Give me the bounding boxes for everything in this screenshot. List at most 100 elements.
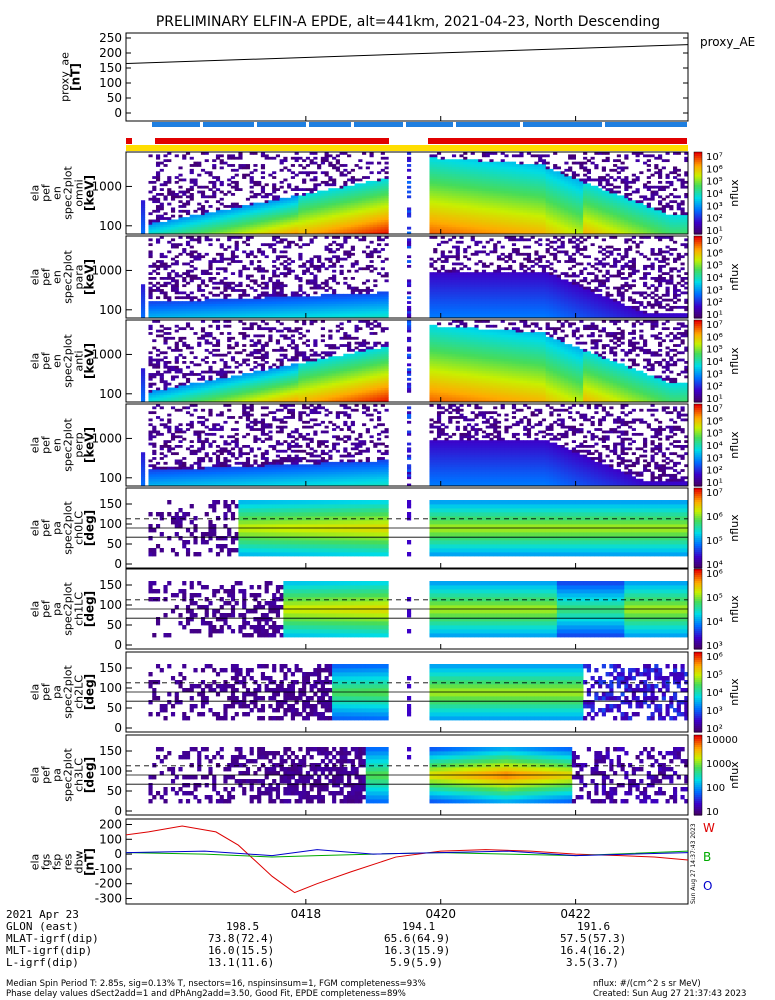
spectrogram-cell [466, 195, 472, 199]
spectrogram-cell [463, 221, 468, 225]
spectrogram-cell [279, 238, 284, 242]
spectrogram-cell [170, 308, 176, 312]
spectrogram-cell [335, 226, 340, 230]
spectrogram-cell [496, 185, 502, 189]
spectrogram-cell [335, 202, 340, 206]
spectrogram-cell [455, 301, 460, 304]
spectrogram-cell [290, 214, 295, 218]
spectrogram-cell [571, 229, 576, 232]
spectrogram-cell [335, 293, 340, 297]
spectrogram-cell [313, 303, 318, 307]
spectrogram-cell [523, 315, 528, 319]
spectrogram-cell [309, 229, 314, 232]
spectrogram-cell [429, 231, 434, 235]
spectrogram-cell [223, 310, 228, 314]
spectrogram-cell [197, 289, 202, 292]
spectrogram-cell [440, 277, 445, 280]
spectrogram-cell [474, 315, 479, 319]
spectrogram-cell [275, 212, 281, 216]
spectrogram-cell [451, 284, 457, 288]
spectrogram-cell [658, 180, 663, 184]
spectrogram-cell [500, 200, 505, 204]
spectrogram-cell [534, 200, 539, 204]
spectrogram-cell [294, 243, 299, 247]
spectrogram-cell [684, 185, 689, 189]
spectrogram-cell [508, 193, 513, 196]
spectrogram-cell [208, 260, 213, 263]
ylabel-line: [keV] [83, 175, 97, 211]
spectrogram-cell [215, 313, 221, 316]
spectrogram-cell [646, 202, 651, 206]
spectrogram-cell [309, 313, 314, 316]
spectrogram-cell [579, 185, 584, 189]
spectrogram-cell [549, 224, 554, 228]
spectrogram-cell [208, 313, 213, 316]
spectrogram-cell [257, 315, 262, 319]
spectrogram-cell [245, 305, 251, 309]
spectrogram-cell [549, 205, 554, 208]
spectrogram-cell [448, 205, 453, 208]
spectrogram-cell [185, 274, 191, 278]
spectrogram-cell [313, 308, 318, 312]
spectrogram-cell [519, 313, 524, 316]
spectrogram-cell [466, 193, 472, 196]
spectrogram-cell [478, 291, 483, 295]
spectrogram-cell [204, 296, 209, 300]
spectrogram-cell [212, 229, 217, 232]
spectrogram-cell [155, 301, 161, 304]
spectrogram-cell [245, 173, 251, 177]
spectrogram-cell [377, 310, 382, 314]
spectrogram-cell [290, 224, 295, 228]
colorbar-cell [694, 221, 702, 225]
spectrogram-cell [466, 281, 472, 285]
spectrogram-cell [358, 296, 363, 300]
spectrogram-cell [556, 209, 562, 213]
spectrogram-cell [523, 301, 528, 304]
colorbar-cell [694, 186, 702, 190]
blue-bar-segment [456, 122, 520, 127]
spectrogram-cell [174, 303, 179, 307]
spectrogram-cell [478, 217, 483, 220]
spectrogram-cell [185, 236, 191, 239]
spectrogram-cell [429, 277, 434, 280]
spectrogram-cell [568, 202, 573, 206]
spectrogram-cell [369, 197, 374, 201]
spectrogram-cell [320, 180, 325, 184]
spectrogram-cell [242, 305, 247, 309]
spectrogram-cell [511, 308, 517, 312]
spectrogram-cell [556, 195, 562, 199]
spectrogram-cell [451, 154, 457, 158]
spectrogram-cell [658, 173, 663, 177]
spectrogram-cell [616, 176, 621, 179]
spectrogram-cell [481, 279, 487, 283]
spectrogram-cell [167, 188, 172, 191]
spectrogram-cell [275, 305, 281, 309]
colorbar-cell [694, 160, 702, 163]
spectrogram-cell [324, 171, 329, 175]
spectrogram-cell [440, 161, 445, 165]
spectrogram-cell [170, 209, 176, 213]
spectrogram-cell [354, 236, 359, 239]
spectrogram-cell [673, 226, 678, 230]
spectrogram-cell [631, 152, 636, 155]
spectrogram-cell [526, 164, 532, 167]
spectrogram-cell [474, 159, 479, 163]
spectrogram-cell [279, 301, 284, 304]
spectrogram-cell [174, 296, 179, 300]
spectrogram-cell [324, 209, 329, 213]
spectrogram-cell [485, 207, 490, 211]
spectrogram-cell [182, 315, 187, 319]
spectrogram-cell [230, 154, 236, 158]
spectrogram-cell [489, 303, 494, 307]
spectrogram-cell [605, 200, 610, 204]
spectrogram-cell [287, 267, 292, 271]
spectrogram-cell [560, 176, 565, 179]
spectrogram-cell [601, 178, 606, 182]
spectrogram-cell [444, 298, 449, 302]
spectrogram-cell [661, 188, 666, 191]
spectrogram-cell [354, 217, 359, 220]
spectrogram-cell [152, 200, 157, 204]
spectrogram-cell [440, 171, 445, 175]
spectrogram-cell [257, 183, 262, 187]
spectrogram-cell [451, 310, 457, 314]
